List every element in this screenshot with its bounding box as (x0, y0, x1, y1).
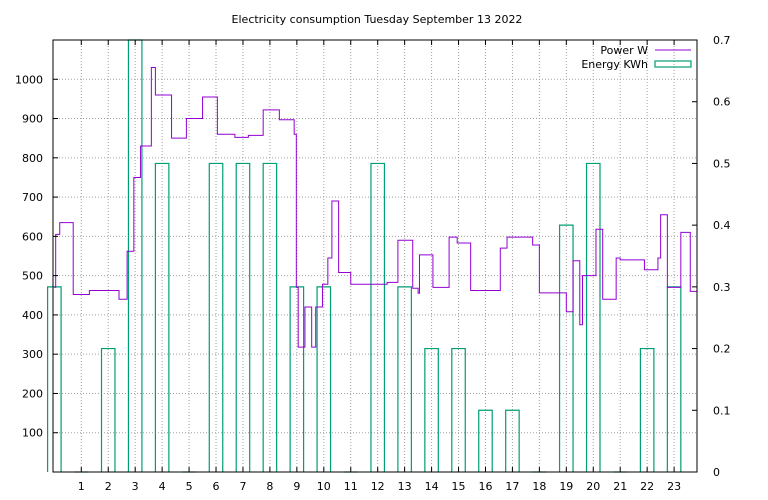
x-tick-label: 6 (213, 480, 220, 493)
x-tick-label: 11 (344, 480, 358, 493)
energy-bar (666, 286, 682, 472)
x-tick-label: 19 (559, 480, 573, 493)
y2-tick-label: 0.6 (713, 96, 731, 109)
energy-series (47, 39, 682, 473)
energy-bar (262, 162, 278, 472)
energy-bar (154, 162, 170, 472)
y2-tick-label: 0.1 (713, 404, 731, 417)
x-tick-label: 22 (640, 480, 654, 493)
x-tick-label: 17 (505, 480, 519, 493)
energy-bar (370, 162, 386, 472)
y-tick-label: 600 (22, 230, 43, 243)
energy-bar (235, 162, 251, 472)
y2-tick-label: 0.5 (713, 157, 731, 170)
x-tick-label: 23 (667, 480, 681, 493)
energy-bar (397, 286, 412, 472)
y-tick-label: 300 (22, 348, 43, 361)
energy-bar (451, 347, 466, 472)
y-tick-label: 400 (22, 309, 43, 322)
chart-title: Electricity consumption Tuesday Septembe… (232, 13, 523, 26)
energy-bar (505, 409, 520, 472)
x-tick-label: 8 (266, 480, 273, 493)
power-line (54, 66, 697, 348)
x-tick-label: 12 (371, 480, 385, 493)
energy-bar (289, 286, 305, 472)
y-tick-label: 500 (22, 270, 43, 283)
energy-bar (47, 286, 62, 472)
energy-bar (558, 224, 574, 472)
x-tick-label: 21 (613, 480, 627, 493)
energy-bar (424, 347, 439, 472)
power-series (54, 66, 697, 348)
y2-tick-label: 0.2 (713, 343, 731, 356)
x-tick-label: 20 (586, 480, 600, 493)
x-tick-label: 13 (398, 480, 412, 493)
x-tick-label: 3 (132, 480, 139, 493)
x-tick-label: 1 (78, 480, 85, 493)
y-tick-label: 200 (22, 387, 43, 400)
y-tick-label: 700 (22, 191, 43, 204)
y2-tick-label: 0 (713, 466, 720, 479)
energy-bar (639, 347, 655, 472)
x-tick-label: 9 (293, 480, 300, 493)
x-tick-label: 16 (478, 480, 492, 493)
energy-bar (478, 409, 493, 472)
energy-bar (316, 286, 332, 472)
x-tick-label: 15 (452, 480, 466, 493)
energy-bar (585, 162, 601, 472)
legend-swatch-energy (654, 60, 692, 68)
energy-bar (208, 162, 224, 472)
energy-bar (100, 347, 116, 472)
y2-tick-label: 0.3 (713, 281, 731, 294)
legend: Power W Energy KWh (581, 44, 692, 71)
y-tick-label: 1000 (15, 73, 43, 86)
x-tick-label: 4 (159, 480, 166, 493)
y2-tick-label: 0.7 (713, 34, 731, 47)
y-tick-label: 900 (22, 113, 43, 126)
x-tick-label: 18 (532, 480, 546, 493)
x-tick-label: 2 (105, 480, 112, 493)
legend-label-power: Power W (600, 44, 648, 57)
legend-label-energy: Energy KWh (581, 58, 648, 71)
x-tick-label: 10 (317, 480, 331, 493)
y-tick-label: 800 (22, 152, 43, 165)
plot-frame (52, 39, 698, 473)
x-tick-label: 5 (186, 480, 193, 493)
x-tick-label: 14 (425, 480, 439, 493)
x-tick-label: 7 (239, 480, 246, 493)
axis-ticks: 1 2 3 4 5 6 7 8 9 10 11 12 13 14 15 16 17 18 19 20 21 22 23100… (15, 34, 731, 493)
grid (53, 40, 697, 472)
y2-tick-label: 0.4 (713, 219, 731, 232)
y-tick-label: 100 (22, 427, 43, 440)
